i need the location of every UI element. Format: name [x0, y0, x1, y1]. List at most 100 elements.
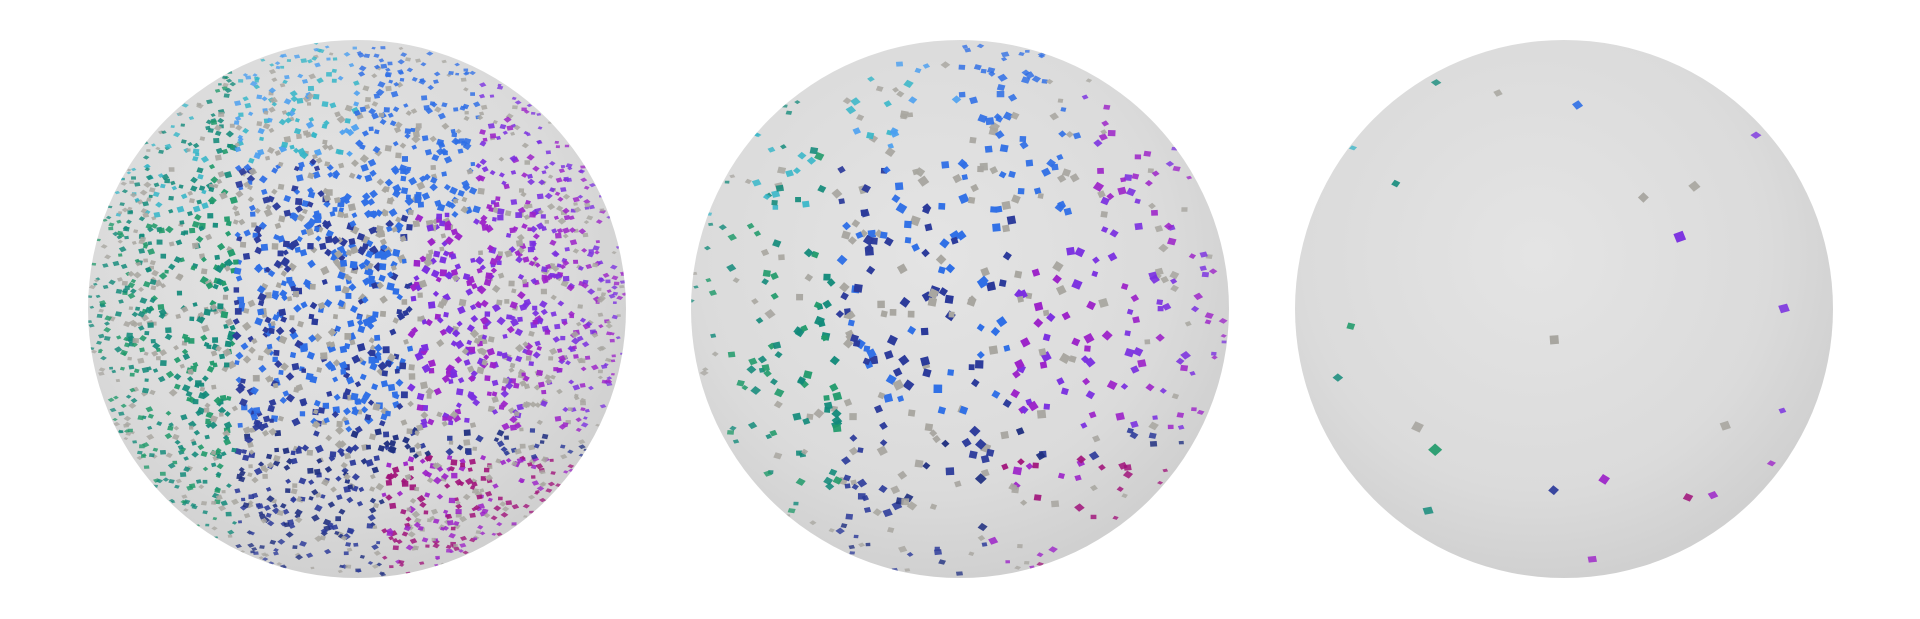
- scatter-marker: [312, 93, 320, 100]
- scatter-marker: [141, 387, 150, 394]
- scatter-marker: [104, 254, 112, 260]
- scatter-marker: [320, 494, 326, 499]
- scatter-marker: [855, 231, 864, 239]
- scatter-marker: [202, 466, 209, 472]
- scatter-marker: [234, 100, 242, 106]
- scatter-marker: [1170, 278, 1178, 285]
- markers-sparse: [1332, 79, 1790, 563]
- scatter-marker: [556, 228, 564, 234]
- scatter-marker: [143, 181, 152, 188]
- scatter-marker: [257, 308, 265, 316]
- scatter-marker: [115, 288, 123, 294]
- scatter-marker: [1033, 318, 1044, 328]
- scatter-marker: [307, 243, 314, 250]
- scatter-marker: [929, 503, 938, 510]
- scatter-marker: [299, 540, 307, 547]
- scatter-marker: [298, 477, 307, 485]
- scatter-marker: [181, 384, 191, 393]
- scatter-marker: [306, 449, 314, 456]
- scatter-marker: [356, 343, 366, 352]
- scatter-marker: [384, 178, 394, 187]
- scatter-marker: [1042, 333, 1051, 342]
- scatter-marker: [817, 184, 827, 193]
- scatter-marker: [242, 321, 252, 331]
- scatter-marker: [419, 561, 425, 565]
- scatter-marker: [476, 267, 483, 274]
- scatter-marker: [102, 284, 109, 289]
- scatter-marker: [413, 430, 420, 437]
- scatter-marker: [116, 335, 122, 340]
- scatter-marker: [302, 208, 308, 215]
- scatter-marker: [772, 205, 779, 210]
- scatter-marker: [562, 193, 571, 200]
- scatter-marker: [404, 283, 410, 290]
- scatter-marker: [1065, 131, 1074, 138]
- scatter-marker: [157, 375, 166, 383]
- scatter-marker: [475, 163, 482, 169]
- scatter-marker: [441, 420, 449, 427]
- scatter-marker: [550, 294, 557, 301]
- scatter-marker: [1031, 268, 1041, 277]
- scatter-marker: [619, 285, 625, 289]
- scatter-marker: [129, 372, 135, 377]
- scatter-marker: [988, 536, 999, 545]
- scatter-marker: [379, 263, 387, 271]
- scatter-marker: [107, 205, 113, 209]
- scatter-marker: [308, 496, 314, 501]
- scatter-marker: [578, 228, 587, 235]
- scatter-marker: [1097, 190, 1106, 199]
- scatter-marker: [221, 75, 228, 80]
- scatter-marker: [413, 517, 422, 524]
- scatter-marker: [408, 364, 415, 371]
- scatter-marker: [403, 338, 409, 345]
- scatter-marker: [443, 311, 449, 318]
- scatter-marker: [332, 314, 338, 320]
- scatter-marker: [168, 195, 174, 201]
- scatter-marker: [416, 404, 424, 411]
- scatter-marker: [551, 228, 558, 234]
- scatter-marker: [751, 179, 762, 187]
- scatter-marker: [308, 479, 315, 485]
- scatter-marker: [372, 146, 381, 154]
- scatter-marker: [1428, 443, 1443, 456]
- scatter-marker: [187, 142, 193, 147]
- scatter-marker: [455, 503, 463, 510]
- scatter-marker: [491, 284, 501, 293]
- scatter-marker: [313, 399, 321, 407]
- scatter-marker: [536, 317, 544, 325]
- scatter-marker: [541, 170, 547, 175]
- scatter-marker: [1157, 306, 1164, 312]
- scatter-marker: [335, 285, 342, 292]
- scatter-marker: [1032, 462, 1039, 469]
- scatter-marker: [250, 413, 259, 421]
- scatter-marker: [223, 421, 233, 430]
- scatter-marker: [329, 210, 336, 217]
- scatter-marker: [1107, 130, 1116, 137]
- scatter-marker: [878, 484, 888, 493]
- scatter-marker: [205, 125, 211, 131]
- scatter-marker: [540, 288, 547, 295]
- scatter-marker: [1147, 168, 1154, 174]
- scatter-marker: [436, 411, 443, 418]
- scatter-marker: [847, 319, 855, 327]
- scatter-marker: [555, 145, 560, 149]
- scatter-marker: [295, 198, 303, 206]
- scatter-marker: [371, 383, 379, 391]
- scatter-marker: [581, 282, 589, 289]
- scatter-marker: [227, 71, 233, 74]
- scatter-marker: [360, 197, 370, 207]
- scatter-marker: [344, 104, 353, 112]
- scatter-marker: [523, 383, 531, 390]
- scatter-marker: [1056, 377, 1065, 386]
- scatter-marker: [831, 188, 843, 199]
- scatter-marker: [611, 285, 618, 290]
- scatter-marker: [280, 316, 288, 323]
- scatter-marker: [368, 108, 377, 115]
- scatter-marker: [958, 91, 966, 98]
- scatter-marker: [377, 249, 387, 259]
- scatter-marker: [142, 244, 149, 249]
- scatter-marker: [504, 210, 512, 217]
- scatter-marker: [992, 223, 1001, 232]
- scatter-marker: [464, 71, 470, 75]
- scatter-marker: [323, 194, 332, 202]
